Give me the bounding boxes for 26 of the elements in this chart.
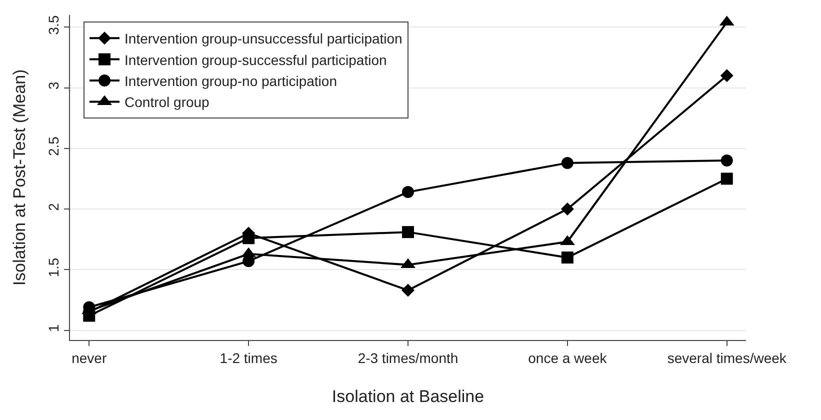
x-axis-title: Isolation at Baseline [332,387,484,406]
y-tick-label: 1.5 [45,258,62,278]
legend-label: Intervention group-successful participation [124,52,387,68]
legend-label: Intervention group-unsuccessful participation [124,30,402,47]
x-tick-label: once a week [528,350,608,366]
point [720,154,733,167]
legend-label: Control group [124,94,210,110]
point [402,186,414,198]
y-tick-label: 3.5 [45,15,62,35]
y-tick-label: 1 [45,324,62,332]
x-tick-label: never [72,350,107,366]
point [561,156,574,169]
y-axis-title: Isolation at Post-Test (Mean) [10,69,29,286]
y-tick-label: 2 [45,202,62,211]
point [560,202,574,216]
point [402,284,414,297]
point [720,69,734,82]
y-tick-label: 3 [45,82,62,90]
x-tick-label: 2-3 times/month [358,350,458,366]
legend-label: Intervention group-no participation [124,72,337,89]
y-tick-label: 2.5 [45,136,62,156]
x-tick-label: 1-2 times [220,350,278,366]
point [720,172,733,185]
point [561,252,574,264]
x-tick-label: several times/week [667,350,788,366]
point [402,226,414,238]
